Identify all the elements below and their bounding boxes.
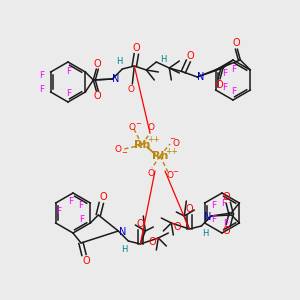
Text: F: F bbox=[231, 86, 237, 95]
Text: H: H bbox=[160, 55, 167, 64]
Text: F: F bbox=[224, 220, 229, 229]
Text: O: O bbox=[223, 192, 230, 202]
Text: −: − bbox=[169, 221, 175, 227]
Text: O: O bbox=[173, 222, 181, 232]
Text: O: O bbox=[148, 124, 154, 133]
Text: O: O bbox=[128, 122, 136, 131]
Text: F: F bbox=[39, 70, 44, 80]
Text: −: − bbox=[169, 136, 175, 142]
Text: N: N bbox=[118, 227, 126, 237]
Text: F: F bbox=[221, 199, 226, 208]
Text: F: F bbox=[56, 208, 61, 217]
Text: O: O bbox=[185, 204, 193, 214]
Text: O: O bbox=[94, 91, 101, 101]
Text: H: H bbox=[202, 230, 208, 238]
Text: O: O bbox=[94, 59, 101, 69]
Text: F: F bbox=[79, 215, 84, 224]
Text: O: O bbox=[100, 192, 107, 202]
Text: O: O bbox=[115, 145, 122, 154]
Text: ++: ++ bbox=[166, 146, 178, 155]
Text: Rh: Rh bbox=[134, 140, 150, 150]
Text: N: N bbox=[204, 212, 211, 222]
Text: H: H bbox=[121, 244, 127, 253]
Text: −: − bbox=[172, 169, 178, 175]
Text: ++: ++ bbox=[148, 136, 160, 145]
Text: O: O bbox=[148, 237, 156, 247]
Text: O: O bbox=[82, 256, 90, 266]
Text: O: O bbox=[223, 226, 230, 236]
Text: O: O bbox=[215, 80, 223, 90]
Text: O: O bbox=[172, 140, 179, 148]
Text: O: O bbox=[232, 38, 240, 48]
Text: F: F bbox=[231, 64, 237, 74]
Text: O: O bbox=[167, 172, 173, 181]
Text: F: F bbox=[78, 200, 83, 209]
Text: N: N bbox=[196, 72, 204, 82]
Text: F: F bbox=[222, 68, 227, 77]
Text: F: F bbox=[39, 85, 44, 94]
Text: O: O bbox=[136, 219, 144, 229]
Text: N: N bbox=[112, 74, 119, 84]
Text: F: F bbox=[68, 197, 74, 206]
Text: −: − bbox=[135, 121, 141, 127]
Text: −: − bbox=[121, 150, 127, 156]
Text: −: − bbox=[154, 236, 160, 242]
Text: F: F bbox=[211, 215, 216, 224]
Text: F: F bbox=[66, 67, 72, 76]
Text: O: O bbox=[128, 85, 135, 94]
Text: F: F bbox=[66, 88, 72, 98]
Text: O: O bbox=[187, 51, 194, 61]
Text: F: F bbox=[211, 202, 216, 211]
Text: H: H bbox=[116, 58, 122, 67]
Text: F: F bbox=[222, 83, 227, 92]
Text: Rh: Rh bbox=[152, 151, 168, 161]
Text: O: O bbox=[133, 43, 140, 53]
Text: O: O bbox=[148, 169, 154, 178]
